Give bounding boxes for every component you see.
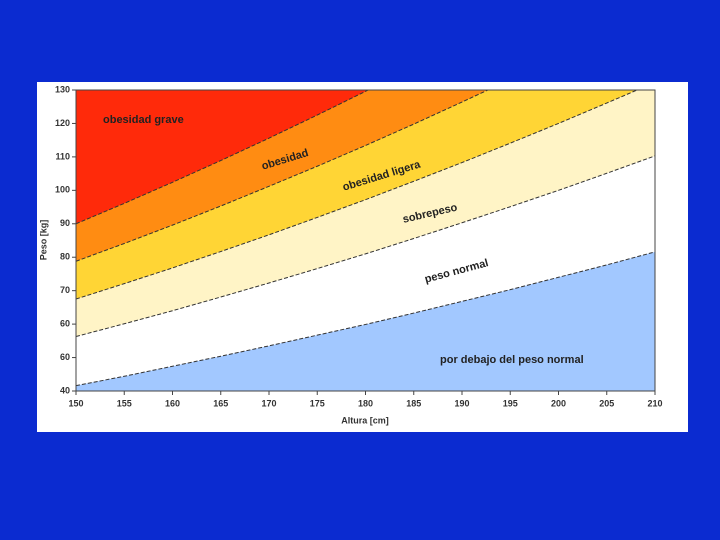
- y-axis-label: Peso [kg]: [38, 220, 48, 261]
- boundary-line: [76, 90, 639, 300]
- x-tick-label: 185: [406, 398, 421, 408]
- boundary-line: [76, 90, 490, 262]
- x-tick-label: 195: [503, 398, 518, 408]
- x-tick-label: 165: [213, 398, 228, 408]
- x-tick-label: 150: [68, 398, 83, 408]
- y-tick-label: 120: [55, 118, 70, 128]
- boundary-line: [76, 155, 655, 337]
- band-label: obesidad grave: [103, 114, 184, 126]
- boundary-line: [76, 251, 655, 387]
- x-tick-label: 155: [117, 398, 132, 408]
- y-tick-label: 130: [55, 84, 70, 94]
- x-tick-label: 175: [310, 398, 325, 408]
- y-tick-label: 60: [60, 352, 70, 362]
- x-tick-label: 160: [165, 398, 180, 408]
- x-tick-label: 190: [454, 398, 469, 408]
- y-tick-label: 90: [60, 218, 70, 228]
- y-tick-label: 80: [60, 252, 70, 262]
- y-tick-label: 100: [55, 185, 70, 195]
- y-tick-label: 110: [55, 151, 70, 161]
- boundary-line: [76, 90, 370, 225]
- y-tick-label: 70: [60, 285, 70, 295]
- x-tick-label: 210: [647, 398, 662, 408]
- x-tick-label: 205: [599, 398, 614, 408]
- x-tick-label: 200: [551, 398, 566, 408]
- x-tick-label: 180: [358, 398, 373, 408]
- y-tick-label: 60: [60, 318, 70, 328]
- y-tick-label: 40: [60, 385, 70, 395]
- x-axis-label: Altura [cm]: [341, 415, 389, 425]
- band-label: por debajo del peso normal: [440, 354, 584, 366]
- plot-area: [76, 90, 655, 391]
- x-tick-label: 170: [261, 398, 276, 408]
